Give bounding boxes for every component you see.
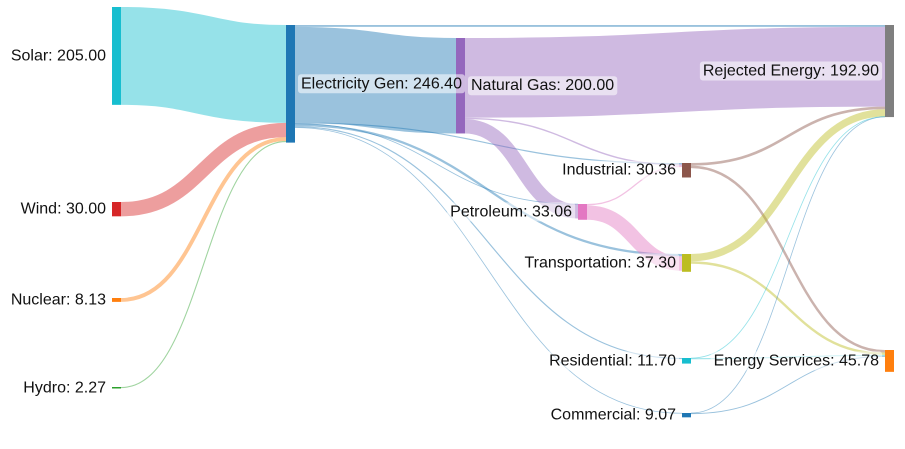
link-transportation-to-rejected-energy[interactable]: Transportation → Rejected Energy: 15.30 xyxy=(690,109,886,262)
link-commercial-to-rejected-energy[interactable]: Commercial → Rejected Energy: 0.30 xyxy=(690,116,886,414)
node-label-bg-petroleum xyxy=(447,202,576,222)
node-residential[interactable] xyxy=(682,358,691,364)
node-label-group-energy-services: Energy Services: 45.78 xyxy=(710,351,883,371)
node-label-bg-industrial xyxy=(559,160,680,180)
link-residential-to-rejected-energy[interactable]: Residential → Rejected Energy: 0.50 xyxy=(690,116,886,359)
link-nuclear-to-electricity-gen[interactable]: Nuclear → Electricity Gen: 8.13 xyxy=(120,137,287,302)
link-electricity-gen-to-petroleum[interactable]: Electricity Gen → Petroleum: 0.50 xyxy=(294,123,579,205)
node-label-bg-transportation xyxy=(521,253,680,273)
node-label-energy-services: Energy Services: 45.78 xyxy=(714,352,880,369)
link-electricity-gen-to-commercial[interactable]: Electricity Gen → Commercial: 1.20 xyxy=(294,127,683,414)
link-solar-to-electricity-gen[interactable]: Solar → Electricity Gen: 205.00 xyxy=(120,6,287,123)
node-nuclear[interactable] xyxy=(112,298,121,302)
node-rejected-energy[interactable] xyxy=(885,25,894,118)
node-label-transportation: Transportation: 37.30 xyxy=(525,254,677,271)
node-commercial[interactable] xyxy=(682,413,691,418)
link-hydro-to-electricity-gen[interactable]: Hydro → Electricity Gen: 2.27 xyxy=(120,141,287,389)
node-wind[interactable] xyxy=(112,202,121,217)
node-label-group-rejected-energy: Rejected Energy: 192.90 xyxy=(699,61,883,81)
labels-layer: Solar: 205.00 Wind: 30.00 Nuclear: 8.13 Hyd… xyxy=(11,47,883,424)
node-label-group-residential: Residential: 11.70 xyxy=(546,351,680,371)
node-label-bg-energy-services xyxy=(710,351,883,371)
node-label-industrial: Industrial: 30.36 xyxy=(562,162,676,179)
link-electricity-gen-to-transportation[interactable]: Electricity Gen → Transportation: 4.80 xyxy=(294,123,683,257)
node-label-wind: Wind: 30.00 xyxy=(21,201,106,218)
node-petroleum[interactable] xyxy=(578,204,587,220)
node-label-bg-electricity-gen xyxy=(298,74,466,94)
node-label-bg-natural-gas xyxy=(468,76,618,96)
link-industrial-to-rejected-energy[interactable]: Industrial → Rejected Energy: 5.50 xyxy=(690,106,886,166)
node-energy-services[interactable] xyxy=(885,350,894,372)
node-label-group-solar: Solar: 205.00 xyxy=(11,47,106,64)
link-electricity-gen-to-residential[interactable]: Electricity Gen → Residential: 2.40 xyxy=(294,126,683,360)
link-transportation-to-energy-services[interactable]: Transportation → Energy Services: 5.00 xyxy=(690,261,886,355)
node-label-bg-residential xyxy=(546,351,680,371)
node-label-rejected-energy: Rejected Energy: 192.90 xyxy=(703,63,879,80)
node-label-group-commercial: Commercial: 9.07 xyxy=(551,407,676,424)
node-transportation[interactable] xyxy=(682,254,691,272)
node-label-group-wind: Wind: 30.00 xyxy=(21,201,106,218)
node-label-electricity-gen: Electricity Gen: 246.40 xyxy=(301,75,462,92)
node-label-solar: Solar: 205.00 xyxy=(11,47,106,64)
node-hydro[interactable] xyxy=(112,387,121,389)
node-label-petroleum: Petroleum: 33.06 xyxy=(450,203,572,220)
node-label-nuclear: Nuclear: 8.13 xyxy=(11,291,106,308)
node-solar[interactable] xyxy=(112,7,121,105)
node-label-bg-rejected-energy xyxy=(699,61,883,81)
link-industrial-to-energy-services[interactable]: Industrial → Energy Services: 5.20 xyxy=(690,165,886,353)
node-label-hydro: Hydro: 2.27 xyxy=(23,379,106,396)
node-label-natural-gas: Natural Gas: 200.00 xyxy=(471,77,614,94)
link-wind-to-electricity-gen[interactable]: Wind → Electricity Gen: 30.00 xyxy=(120,122,287,217)
node-label-group-petroleum: Petroleum: 33.06 xyxy=(447,202,576,222)
node-electricity-gen[interactable] xyxy=(286,25,295,143)
node-label-group-transportation: Transportation: 37.30 xyxy=(521,253,680,273)
node-label-commercial: Commercial: 9.07 xyxy=(551,407,676,424)
node-label-group-hydro: Hydro: 2.27 xyxy=(23,379,106,396)
node-label-residential: Residential: 11.70 xyxy=(549,352,676,369)
node-label-group-electricity-gen: Electricity Gen: 246.40 xyxy=(298,74,466,94)
node-label-group-natural-gas: Natural Gas: 200.00 xyxy=(468,76,618,96)
node-label-group-nuclear: Nuclear: 8.13 xyxy=(11,291,106,308)
node-label-group-industrial: Industrial: 30.36 xyxy=(559,160,680,180)
node-industrial[interactable] xyxy=(682,163,691,178)
